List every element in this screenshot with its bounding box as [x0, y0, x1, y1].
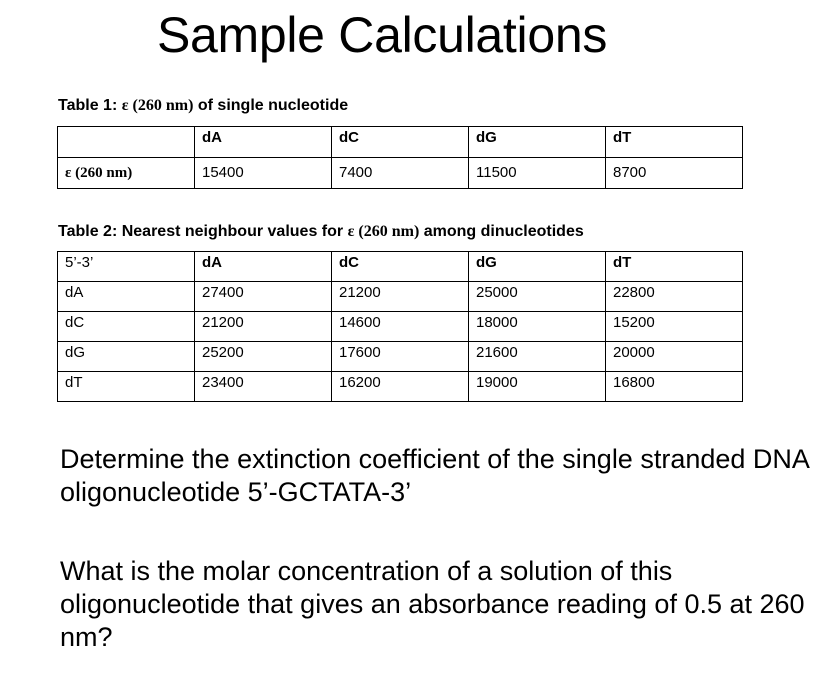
table1-caption: Table 1: ε (260 nm) of single nucleotide — [58, 96, 348, 116]
table2-cell: 21200 — [331, 281, 469, 312]
table2-cell: 14600 — [331, 311, 469, 342]
table1-caption-eps: ε (260 nm) — [121, 97, 194, 114]
table1-cell: 7400 — [331, 157, 469, 189]
table2-corner: 5’-3’ — [57, 251, 195, 282]
nearest-neighbour-table: 5’-3’ dA dC dG dT dA 27400 21200 25000 2… — [57, 251, 743, 402]
table2-cell: 17600 — [331, 341, 469, 372]
table2-row-label: dA — [57, 281, 195, 312]
table2-caption-suffix: among dinucleotides — [419, 223, 584, 240]
table2-cell: 21600 — [468, 341, 606, 372]
table1-header-row: dA dC dG dT — [57, 126, 743, 158]
table2-header-row: 5’-3’ dA dC dG dT — [57, 251, 743, 282]
table2-caption: Table 2: Nearest neighbour values for ε … — [58, 222, 584, 242]
table1-caption-suffix: of single nucleotide — [193, 97, 349, 114]
table2-row-label: dG — [57, 341, 195, 372]
table1-value-row: ε (260 nm) 15400 7400 11500 8700 — [57, 157, 743, 189]
table2-cell: 25200 — [194, 341, 332, 372]
table2-cell: 19000 — [468, 371, 606, 402]
table2-caption-prefix: Table 2: Nearest neighbour values for — [58, 223, 348, 240]
table1-header-dc: dC — [331, 126, 469, 158]
table2-cell: 16200 — [331, 371, 469, 402]
table2-cell: 21200 — [194, 311, 332, 342]
page-title: Sample Calculations — [156, 7, 608, 63]
table1-header-da: dA — [194, 126, 332, 158]
table2-row-label: dT — [57, 371, 195, 402]
table2-cell: 20000 — [605, 341, 743, 372]
table2-header-dc: dC — [331, 251, 469, 282]
table2-caption-eps: ε (260 nm) — [347, 223, 420, 240]
table-row: dA 27400 21200 25000 22800 — [57, 281, 743, 312]
table1-caption-prefix: Table 1: — [58, 97, 122, 114]
table-row: dT 23400 16200 19000 16800 — [57, 371, 743, 402]
table1-header-blank — [57, 126, 195, 158]
table1-cell: 15400 — [194, 157, 332, 189]
table2-cell: 22800 — [605, 281, 743, 312]
table2-cell: 27400 — [194, 281, 332, 312]
question-extinction-coefficient: Determine the extinction coefficient of … — [60, 444, 809, 507]
table2-cell: 15200 — [605, 311, 743, 342]
table2-header-da: dA — [194, 251, 332, 282]
table2-header-dt: dT — [605, 251, 743, 282]
table2-cell: 23400 — [194, 371, 332, 402]
table2-cell: 18000 — [468, 311, 606, 342]
question-molar-concentration: What is the molar concentration of a sol… — [60, 556, 805, 652]
table1-cell: 11500 — [468, 157, 606, 189]
table2-header-dg: dG — [468, 251, 606, 282]
table2-cell: 16800 — [605, 371, 743, 402]
table1-row-label: ε (260 nm) — [57, 157, 195, 189]
table1-cell: 8700 — [605, 157, 743, 189]
table1-header-dg: dG — [468, 126, 606, 158]
table2-row-label: dC — [57, 311, 195, 342]
single-nucleotide-table: dA dC dG dT ε (260 nm) 15400 7400 11500 … — [57, 126, 743, 189]
table-row: dG 25200 17600 21600 20000 — [57, 341, 743, 372]
table-row: dC 21200 14600 18000 15200 — [57, 311, 743, 342]
table2-cell: 25000 — [468, 281, 606, 312]
table1-header-dt: dT — [605, 126, 743, 158]
